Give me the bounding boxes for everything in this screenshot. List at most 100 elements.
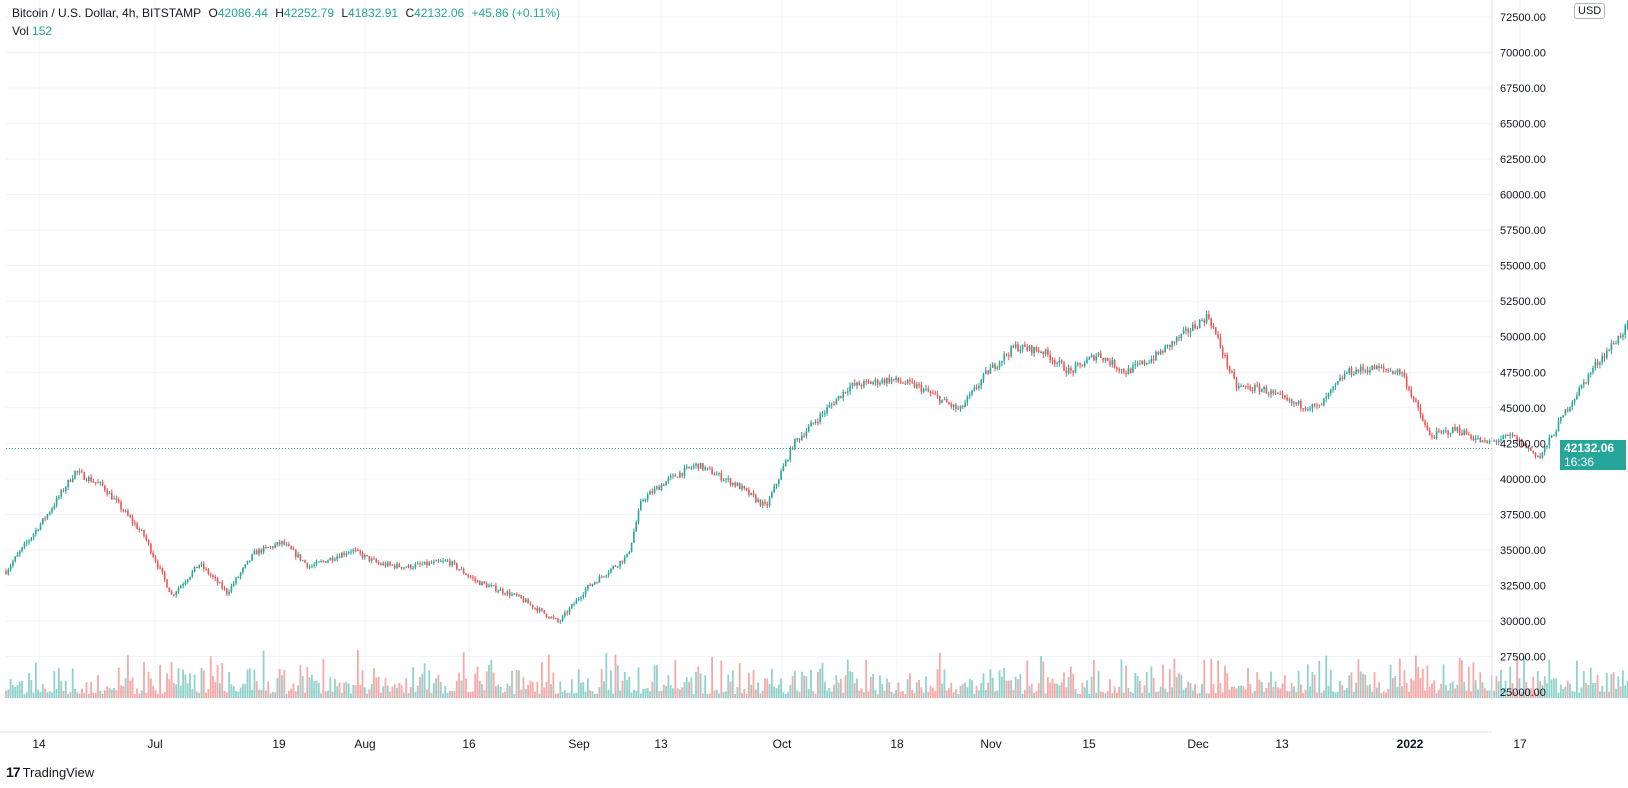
volume-bar <box>1525 681 1528 698</box>
candle-body <box>980 379 982 386</box>
volume-bar <box>513 693 516 698</box>
volume-bar <box>1585 682 1587 698</box>
candle-body <box>780 471 782 480</box>
volume-bar <box>656 665 658 698</box>
volume-bar <box>508 685 511 698</box>
candle-body <box>1562 415 1564 418</box>
volume-bar <box>1355 682 1357 698</box>
tradingview-logo-icon: 17 <box>6 764 21 780</box>
candle-body <box>789 447 792 460</box>
volume-bar <box>228 672 230 698</box>
candle-body <box>669 475 672 478</box>
volume-bar <box>30 680 33 698</box>
volume-bar <box>791 675 794 698</box>
close-value: 42132.06 <box>414 6 465 20</box>
volume-bar <box>460 680 463 698</box>
volume-bar <box>412 667 414 698</box>
volume-bar <box>1070 666 1072 698</box>
volume-bar <box>1495 676 1498 698</box>
candle-body <box>1261 389 1263 392</box>
volume-bar <box>1251 693 1254 698</box>
volume-bar <box>81 688 83 698</box>
candle-body <box>1557 420 1560 432</box>
candle-body <box>267 547 269 549</box>
volume-bar <box>16 684 19 698</box>
volume-bar <box>499 686 502 698</box>
candle-body <box>1507 435 1509 437</box>
candle-body <box>458 569 460 571</box>
candle-body <box>129 515 131 518</box>
volume-bar <box>1224 665 1226 698</box>
candle-body <box>1327 393 1330 397</box>
volume-bar <box>1417 666 1420 698</box>
candle-body <box>16 554 19 557</box>
candle-body <box>663 484 665 486</box>
candle-body <box>237 576 240 578</box>
tradingview-brand[interactable]: 17 TradingView <box>6 764 94 780</box>
volume-bar <box>288 690 290 698</box>
volume-bar <box>1359 671 1362 698</box>
candle-body <box>557 618 559 622</box>
candle-body <box>419 563 421 565</box>
candle-body <box>203 563 205 569</box>
volume-bar <box>1297 670 1300 698</box>
volume-bar <box>230 684 233 698</box>
candle-body <box>25 542 28 544</box>
candle-body <box>876 379 879 385</box>
volume-bar <box>1502 687 1505 698</box>
candle-body <box>1307 409 1309 411</box>
candle-body <box>775 484 778 486</box>
candle-body <box>817 421 819 423</box>
volume-bar <box>1272 686 1275 698</box>
candle-body <box>283 541 286 545</box>
volume-bar <box>1237 685 1240 698</box>
volume-bar <box>1447 690 1449 698</box>
price-tick-label: 70000.00 <box>1500 48 1546 60</box>
candle-body <box>847 391 849 393</box>
candle-body <box>1320 404 1323 406</box>
candle-body <box>849 385 851 392</box>
volume-bar <box>612 693 615 698</box>
time-axis[interactable]: 14 Jul 19 Aug 16 Sep 13 Oct 18 Nov 15 Dec 13 2022 17 <box>0 731 1527 751</box>
volume-bar <box>1026 660 1029 698</box>
volume-bar <box>658 691 661 698</box>
volume-bar <box>1072 673 1075 698</box>
candle-body <box>1353 374 1355 376</box>
volume-bar <box>1044 693 1047 698</box>
candle-body <box>168 587 171 593</box>
candle-body <box>1336 381 1339 385</box>
candle-body <box>614 566 617 568</box>
volume-bar <box>561 692 564 698</box>
volume-bar <box>9 678 12 698</box>
candle-body <box>536 608 539 612</box>
volume-bar <box>688 681 690 698</box>
volume-bar <box>458 672 460 698</box>
volume-bar <box>695 671 697 698</box>
candle-body <box>851 383 854 386</box>
volume-bar <box>150 678 152 698</box>
candle-body <box>531 604 534 608</box>
symbol-legend[interactable]: Bitcoin / U.S. Dollar, 4h, BITSTAMP O420… <box>12 4 564 22</box>
candle-body <box>1474 438 1477 441</box>
candle-body <box>1617 335 1620 344</box>
candle-body <box>764 501 766 504</box>
candle-body <box>249 560 251 562</box>
candle-body <box>1599 362 1601 365</box>
volume-bar <box>1019 674 1022 698</box>
price-axis[interactable]: 25000.00 27500.00 30000.00 32500.00 35000.00… <box>1491 0 1546 700</box>
currency-badge[interactable]: USD <box>1574 3 1606 19</box>
candle-body <box>605 575 608 577</box>
volume-bar <box>428 670 431 698</box>
candle-body <box>97 482 99 484</box>
candle-body <box>67 479 69 488</box>
volume-bar <box>1132 693 1134 698</box>
candle-body <box>426 561 428 566</box>
volume-bar <box>1205 693 1208 698</box>
volume-bar <box>1472 662 1475 698</box>
volume-bar <box>1293 686 1295 698</box>
volume-bar <box>1530 688 1532 698</box>
volume-legend[interactable]: Vol 152 <box>12 22 52 40</box>
volume-bar <box>389 691 391 698</box>
candle-body <box>1083 363 1086 367</box>
